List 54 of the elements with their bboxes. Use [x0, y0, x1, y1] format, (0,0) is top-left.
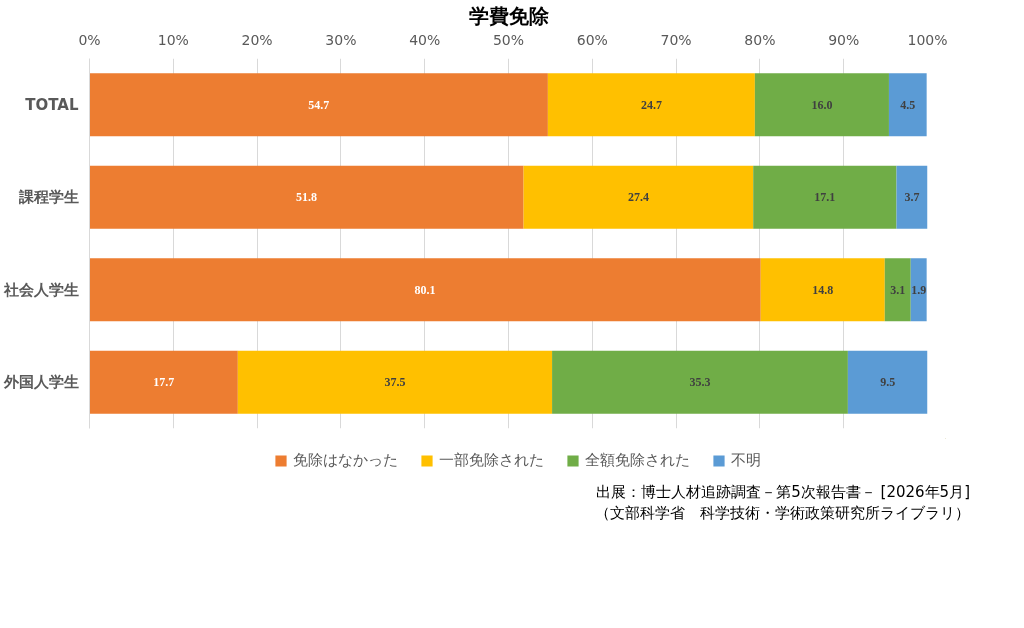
data-label: 4.5	[900, 97, 916, 112]
x-tick-label: 80%	[744, 31, 776, 48]
data-label: 51.8	[296, 190, 318, 205]
legend-label: 免除はなかった	[292, 450, 398, 470]
chart-title: 学費免除	[468, 3, 550, 28]
x-tick-label: 60%	[576, 31, 608, 48]
x-tick-label: 40%	[409, 31, 441, 48]
bar	[89, 165, 524, 229]
data-label: 35.3	[689, 375, 711, 390]
data-label: 17.1	[814, 190, 836, 205]
bar	[523, 165, 754, 229]
y-tick-label: 社会人学生	[2, 280, 79, 299]
bar	[552, 350, 848, 414]
y-tick-label: TOTAL	[25, 95, 79, 114]
bar	[884, 258, 911, 322]
bar	[89, 73, 548, 137]
data-label: 16.0	[811, 97, 833, 112]
data-label: 1.9	[911, 282, 927, 297]
data-label: 9.5	[880, 375, 896, 390]
legend-label: 一部免除された	[438, 450, 544, 470]
data-label: 80.1	[414, 282, 436, 297]
x-tick-label: 50%	[492, 31, 525, 48]
bar	[910, 258, 927, 322]
text: （文部科学省 科学技術・学術政策研究所ライブラリ）	[595, 503, 970, 525]
x-tick-label: 30%	[325, 31, 357, 48]
data-label: 37.5	[384, 375, 406, 390]
bar	[754, 73, 889, 137]
x-tick-label: 70%	[660, 31, 692, 48]
text: 出展：博士人材追跡調査－第5次報告書－ [2026年5月]	[596, 482, 970, 503]
data-label: 17.7	[153, 375, 175, 390]
data-label: 24.7	[640, 97, 662, 112]
bar	[89, 350, 238, 414]
x-tick-label: 0%	[78, 31, 101, 48]
legend-label: 全額免除された	[584, 450, 690, 470]
y-tick-label: 課程学生	[17, 188, 79, 207]
y-tick-label: 外国人学生	[2, 373, 79, 392]
bar	[847, 350, 928, 414]
bar	[888, 73, 927, 137]
bar	[753, 165, 897, 229]
bar	[896, 165, 928, 229]
data-label: 27.4	[627, 190, 649, 205]
x-tick-label: 90%	[828, 31, 860, 48]
bar	[547, 73, 755, 137]
bar	[237, 350, 553, 414]
data-label: 14.8	[812, 282, 834, 297]
data-label: 54.7	[308, 97, 330, 112]
x-tick-label: 20%	[241, 31, 273, 48]
data-label: 3.7	[904, 190, 920, 205]
legend-label: 不明	[730, 450, 761, 470]
bar	[89, 258, 761, 322]
x-tick-label: 100%	[907, 31, 948, 48]
x-tick-label: 10%	[157, 31, 189, 48]
data-label: 3.1	[890, 282, 906, 297]
bar	[760, 258, 885, 322]
